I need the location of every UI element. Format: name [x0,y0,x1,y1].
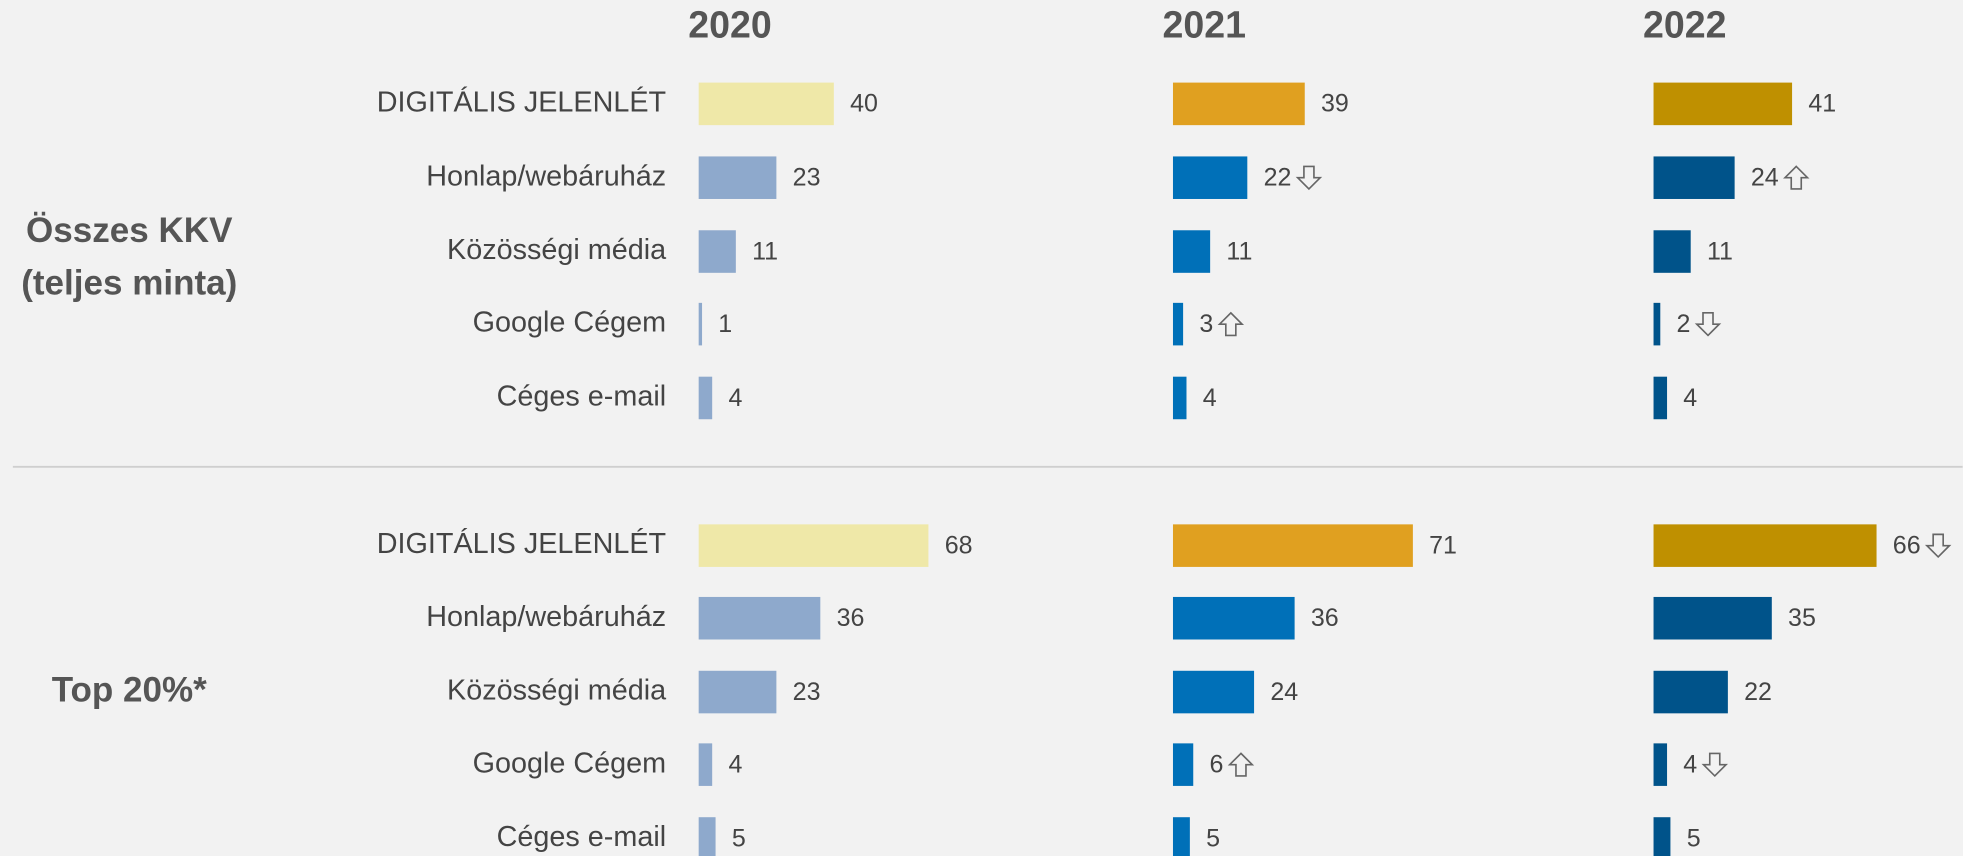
value-label: 39 [1321,90,1349,118]
bar [1172,376,1187,420]
bar [698,230,736,273]
bar [1172,817,1190,856]
bar [1653,670,1728,714]
value-label: 1 [718,310,732,338]
bar [1172,596,1295,640]
bar [1653,596,1772,640]
value-label: 11 [752,237,778,265]
category-label: Közösségi média [447,234,666,266]
bar [698,524,929,567]
value-label: 4 [728,751,742,779]
category-label: DIGITÁLIS JELENLÉT [377,527,666,560]
bar [1172,524,1413,567]
value-label: 23 [793,678,821,706]
bar [698,670,777,714]
bar [1653,156,1735,199]
bar [1653,817,1671,856]
value-label: 22 [1744,678,1772,706]
bar [1653,376,1668,420]
trend-arrow [1694,312,1722,337]
bar [1653,524,1877,567]
category-label: Google Cégem [473,747,666,779]
value-label: 24 [1270,678,1298,706]
value-label: 5 [1687,824,1701,852]
group-label: (teljes minta) [21,264,237,303]
value-label: 40 [850,90,878,118]
bar [1653,82,1793,126]
value-label: 68 [945,531,973,559]
value-label: 36 [837,604,865,632]
bar [1172,743,1194,786]
bar [1172,82,1305,126]
group-label: Top 20%* [52,670,207,709]
value-label: 35 [1788,604,1816,632]
bar [1172,156,1248,199]
bar [698,817,716,856]
bar [1172,230,1211,273]
trend-arrow [1227,752,1255,777]
bar [1172,302,1184,346]
trend-arrow [1701,752,1728,778]
value-label: 5 [732,824,746,852]
bar [1653,230,1691,273]
year-heading: 2020 [688,3,772,45]
value-label: 66 [1893,531,1921,559]
bar [698,302,703,346]
category-label: DIGITÁLIS JELENLÉT [377,85,666,118]
trend-arrow [1295,165,1323,191]
value-label: 71 [1429,531,1457,559]
value-label: 36 [1311,604,1339,632]
category-label: Közösségi média [447,675,666,707]
trend-arrow [1924,533,1952,559]
value-label: 22 [1264,164,1292,192]
bar [698,82,834,126]
category-label: Céges e-mail [497,821,666,853]
trend-arrow [1783,165,1810,190]
value-label: 3 [1199,310,1213,338]
bar [698,376,713,420]
value-label: 24 [1751,164,1779,192]
value-label: 4 [1203,384,1217,412]
value-label: 4 [728,384,742,412]
year-heading: 2022 [1643,3,1726,45]
trend-arrow [1217,311,1245,337]
bar [698,743,713,786]
category-label: Céges e-mail [497,381,666,413]
bar [698,156,777,199]
group-label: Összes KKV [26,211,233,250]
value-label: 6 [1210,751,1224,779]
bar [698,596,821,640]
category-label: Honlap/webáruház [426,601,666,633]
bar [1653,743,1668,786]
year-heading: 2021 [1163,3,1247,45]
category-label: Google Cégem [473,307,666,339]
category-label: Honlap/webáruház [426,160,666,192]
value-label: 11 [1707,237,1733,265]
value-label: 2 [1677,310,1691,338]
bar [1172,670,1255,714]
value-label: 23 [793,164,821,192]
value-label: 4 [1683,384,1697,412]
value-label: 5 [1206,824,1220,852]
value-label: 11 [1226,237,1252,265]
value-label: 4 [1683,751,1697,779]
bar [1653,302,1661,346]
value-label: 41 [1808,90,1836,118]
